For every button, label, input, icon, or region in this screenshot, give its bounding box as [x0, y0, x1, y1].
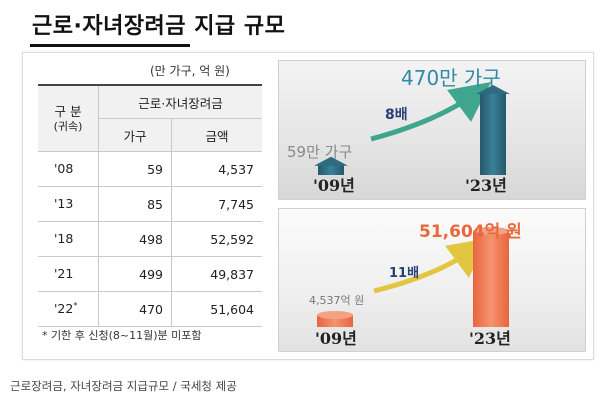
cell-households: 499 [98, 256, 172, 292]
header-year: 구 분 (귀속) [38, 84, 99, 152]
category-23: '23년 [465, 176, 507, 195]
label-23-amount: 51,604억 원 [419, 222, 522, 242]
cell-households: 59 [98, 151, 172, 187]
label-09-amount: 4,537억 원 [309, 294, 364, 307]
households-chart: 59만 가구 470만 가구 8배 '09년 '23년 [287, 66, 510, 195]
table-row: '22* 470 51,604 [38, 291, 262, 327]
cell-year: '21 [38, 256, 99, 292]
cell-amount: 4,537 [171, 151, 262, 187]
cell-amount: 51,604 [171, 291, 262, 327]
category-23: '23년 [469, 329, 511, 348]
table-row: '13 85 7,745 [38, 186, 262, 222]
amount-chart-panel: 4,537억 원 51,604억 원 11배 '09년 '23년 [278, 208, 586, 352]
table-subheader-row: 가구 금액 [38, 118, 262, 152]
cell-year: '08 [38, 151, 99, 187]
image-caption: 근로장려금, 자녀장려금 지급규모 / 국세청 제공 [10, 379, 237, 393]
table-unit: (만 가구, 억 원) [150, 64, 230, 78]
cell-year: '18 [38, 221, 99, 257]
cell-households: 470 [98, 291, 172, 327]
amount-chart: 4,537억 원 51,604억 원 11배 '09년 '23년 [309, 222, 522, 348]
label-09-households: 59만 가구 [287, 143, 352, 161]
multiplier-households: 8배 [385, 107, 408, 123]
table-header-row: 구 분 (귀속) 근로·자녀장려금 [38, 84, 262, 152]
bar-09-households [318, 164, 344, 175]
cell-amount: 52,592 [171, 221, 262, 257]
category-09: '09년 [315, 329, 357, 348]
growth-arrow [370, 82, 492, 142]
header-group: 근로·자녀장려금 [98, 84, 262, 119]
cell-year: '13 [38, 186, 99, 222]
table-row: '18 498 52,592 [38, 221, 262, 257]
bar-23-households [480, 93, 506, 175]
cell-households: 85 [98, 186, 172, 222]
cell-amount: 7,745 [171, 186, 262, 222]
bar-23-cap [476, 85, 510, 94]
header-year-top: 구 분 [54, 103, 82, 119]
table-footnote: * 기한 후 신청(8~11월)분 미포함 [42, 329, 202, 342]
header-households: 가구 [98, 118, 172, 152]
data-table: 구 분 (귀속) 근로·자녀장려금 가구 금액 '08 59 4,537 '13… [38, 84, 262, 327]
multiplier-amount: 11배 [389, 265, 419, 281]
table-row: '21 499 49,837 [38, 256, 262, 292]
bar-23-amount [473, 231, 509, 327]
header-amount: 금액 [171, 118, 262, 152]
cell-households: 498 [98, 221, 172, 257]
cell-year: '22* [38, 291, 99, 327]
category-09: '09년 [313, 176, 355, 195]
bar-09-cap [314, 156, 348, 166]
chart-title: 근로·자녀장려금 지급 규모 [32, 14, 286, 39]
households-chart-panel: 59만 가구 470만 가구 8배 '09년 '23년 [278, 60, 586, 200]
label-23-households: 470만 가구 [401, 66, 501, 90]
growth-arrow [373, 238, 490, 294]
bar-09-cap [317, 311, 353, 319]
table-row: '08 59 4,537 [38, 151, 262, 187]
title-underline [30, 44, 190, 47]
cell-amount: 49,837 [171, 256, 262, 292]
header-year-sub: (귀속) [53, 119, 83, 133]
bar-23-cap [473, 227, 509, 235]
